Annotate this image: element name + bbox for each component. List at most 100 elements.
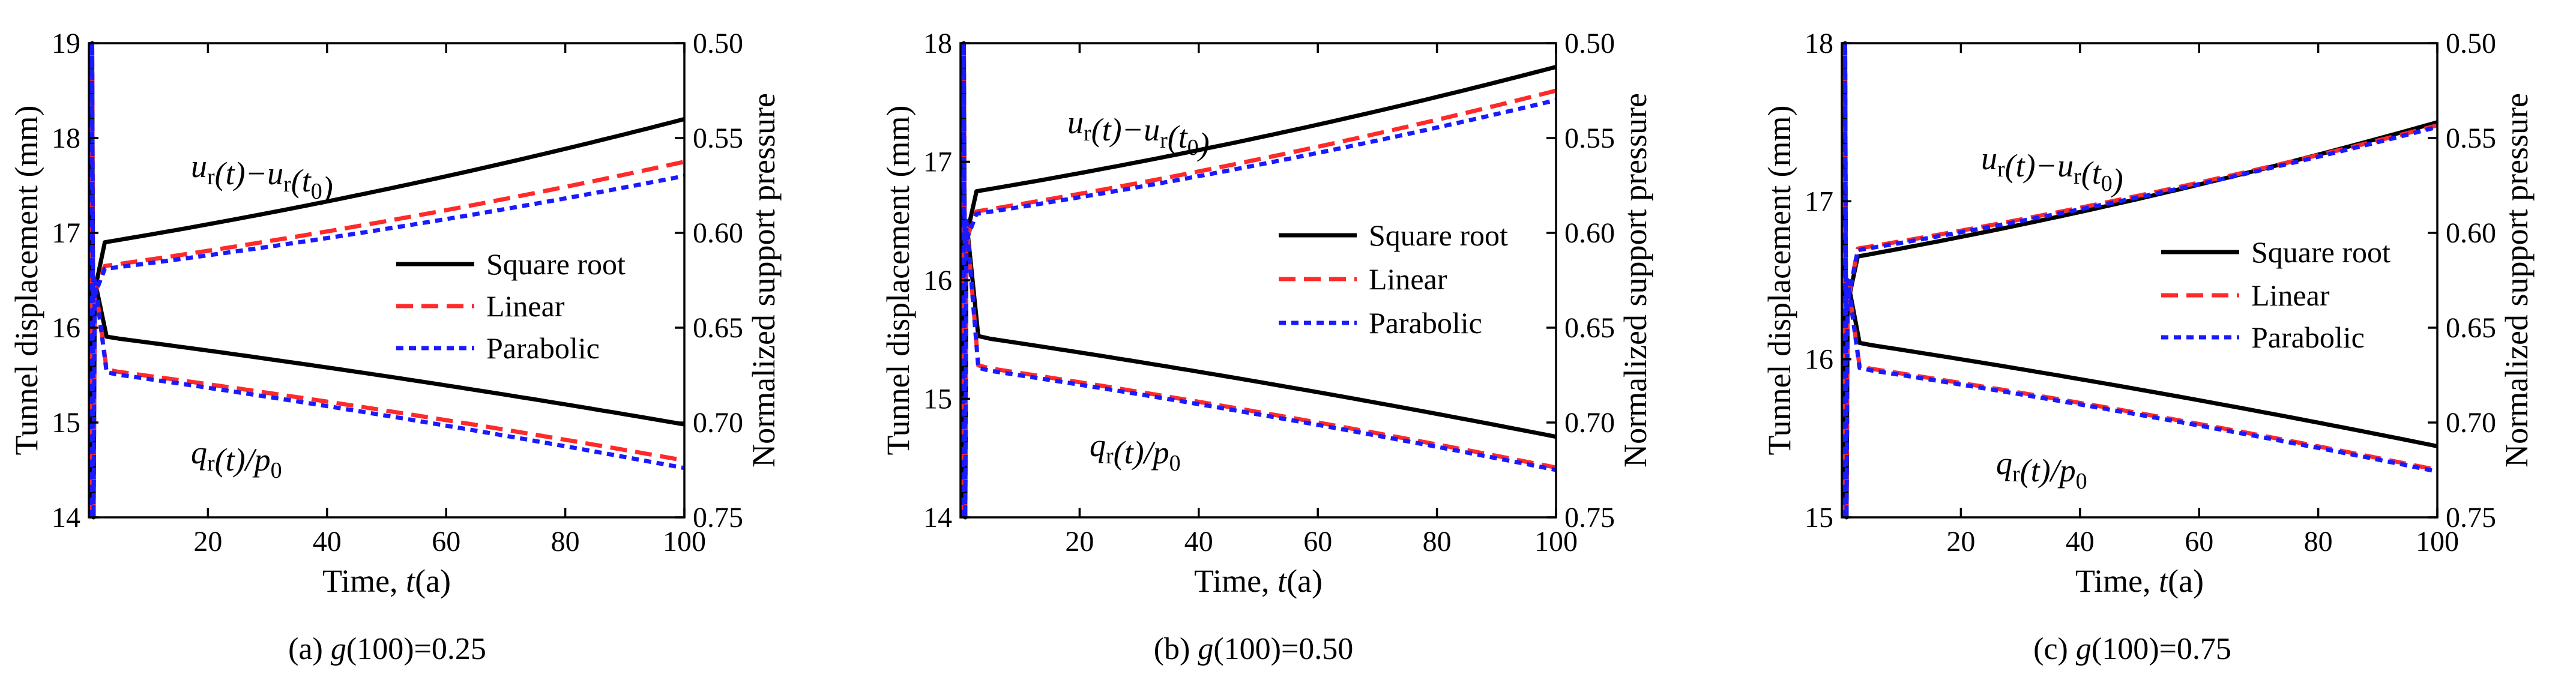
series-group <box>88 41 685 520</box>
y-left-tick-label: 15 <box>52 407 80 439</box>
y-right-tick-label: 0.70 <box>1564 407 1615 439</box>
x-tick-label: 100 <box>663 526 706 558</box>
series-line-square-root-pressure <box>1842 43 2438 520</box>
annotation-pressure: qr(t)/p0 <box>191 435 282 483</box>
y-right-tick-label: 0.75 <box>1564 502 1615 534</box>
x-tick-label: 80 <box>551 526 580 558</box>
x-axis-label: Time, t(a) <box>1194 563 1323 599</box>
series-line-linear-displacement <box>1841 41 2438 518</box>
series-line-square-root-displacement <box>88 41 685 518</box>
y-left-tick-label: 15 <box>1805 502 1833 534</box>
legend-label: Parabolic <box>486 331 600 365</box>
y-right-tick-label: 0.75 <box>2446 502 2496 534</box>
legend-label: Linear <box>1369 262 1447 296</box>
y-right-tick-label: 0.65 <box>2446 312 2496 344</box>
legend: Square root Linear Parabolic <box>2161 235 2390 354</box>
series-group <box>960 41 1557 520</box>
x-tick-label: 20 <box>1946 526 1975 558</box>
panel-caption: (b) g(100)=0.50 <box>1154 632 1354 666</box>
y-right-tick-label: 0.50 <box>1564 28 1615 59</box>
x-tick-label: 100 <box>1534 526 1578 558</box>
legend: Square root Linear Parabolic <box>1279 218 1508 340</box>
y-left-tick-label: 14 <box>52 502 80 534</box>
y-right-tick-label: 0.60 <box>2446 217 2496 249</box>
x-tick-label: 40 <box>1184 526 1213 558</box>
x-tick-label: 60 <box>2185 526 2213 558</box>
legend-label: Parabolic <box>2251 320 2365 354</box>
y-right-tick-label: 0.50 <box>2446 28 2496 59</box>
y-left-tick-label: 19 <box>52 28 80 59</box>
y-left-tick-label: 15 <box>923 384 952 415</box>
y-left-tick-label: 18 <box>1805 28 1833 59</box>
y-left-tick-label: 18 <box>52 122 80 154</box>
y-left-tick-label: 17 <box>1805 185 1833 217</box>
x-axis-label: Time, t(a) <box>2075 563 2204 599</box>
plot-frame <box>1841 42 2439 519</box>
series-group <box>1841 41 2438 520</box>
series-line-square-root-displacement <box>960 41 1557 518</box>
x-tick-label: 60 <box>432 526 460 558</box>
legend: Square root Linear Parabolic <box>396 247 626 365</box>
series-line-square-root-pressure <box>961 43 1557 520</box>
y-left-tick-label: 17 <box>52 217 80 249</box>
x-axis-label: Time, t(a) <box>322 563 451 599</box>
y-right-tick-label: 0.65 <box>693 312 743 344</box>
x-tick-label: 100 <box>2416 526 2459 558</box>
series-line-square-root-displacement <box>1841 41 2438 518</box>
series-line-linear-pressure <box>961 43 1557 520</box>
legend-label: Parabolic <box>1369 306 1482 340</box>
annotation-pressure: qr(t)/p0 <box>1090 427 1181 476</box>
y-right-tick-label: 0.70 <box>2446 407 2496 439</box>
y-right-tick-label: 0.50 <box>693 28 743 59</box>
y-right-tick-label: 0.60 <box>693 217 743 249</box>
x-tick-label: 20 <box>1065 526 1094 558</box>
y-right-tick-label: 0.55 <box>2446 122 2496 154</box>
panel-caption: (c) g(100)=0.75 <box>2033 632 2231 666</box>
series-line-linear-displacement <box>88 41 685 518</box>
y-right-tick-label: 0.60 <box>1564 217 1615 249</box>
y-left-tick-label: 18 <box>923 28 952 59</box>
annotation-displacement: ur(t)−ur(t0) <box>191 148 333 206</box>
y-right-tick-label: 0.70 <box>693 407 743 439</box>
series-line-linear-pressure <box>1842 43 2438 520</box>
chart-panel-3: 20 40 60 80 100 15 16 17 18 0.50 0.55 0.60 0.65 0.70 0… <box>1761 28 2535 666</box>
legend-label: Square root <box>486 247 626 281</box>
annotation-pressure: qr(t)/p0 <box>1996 445 2087 494</box>
y-left-tick-label: 16 <box>52 312 80 344</box>
series-line-parabolic-pressure <box>89 43 685 520</box>
y-right-tick-label: 0.55 <box>693 122 743 154</box>
annotation-displacement: ur(t)−ur(t0) <box>1981 140 2123 198</box>
y-left-axis-label: Tunnel displacement (mm) <box>1761 106 1797 456</box>
y-left-tick-label: 16 <box>1805 344 1833 376</box>
series-line-square-root-pressure <box>89 43 685 520</box>
y-left-axis-label: Tunnel displacement (mm) <box>880 106 916 456</box>
y-right-axis-label: Normalized support pressure <box>746 93 782 468</box>
plot-frame <box>88 42 686 519</box>
x-tick-label: 40 <box>2066 526 2095 558</box>
chart-panel-2: 20 40 60 80 100 14 15 16 17 18 0.50 0.55 0.60 0.65 0.7… <box>880 28 1653 666</box>
legend-label: Square root <box>2251 235 2390 269</box>
y-left-tick-label: 17 <box>923 146 952 178</box>
y-right-axis-label: Normalized support pressure <box>2499 93 2535 468</box>
y-left-tick-label: 16 <box>923 265 952 296</box>
y-right-axis-label: Normalized support pressure <box>1617 93 1653 468</box>
series-line-parabolic-displacement <box>88 41 685 518</box>
y-left-tick-label: 14 <box>923 502 952 534</box>
y-right-tick-label: 0.75 <box>693 502 743 534</box>
legend-label: Linear <box>2251 278 2330 312</box>
series-line-parabolic-pressure <box>1842 43 2438 520</box>
x-tick-label: 20 <box>193 526 222 558</box>
x-tick-label: 40 <box>313 526 342 558</box>
legend-label: Linear <box>486 289 565 323</box>
annotation-displacement: ur(t)−ur(t0) <box>1067 104 1210 162</box>
y-right-tick-label: 0.65 <box>1564 312 1615 344</box>
series-line-parabolic-displacement <box>960 41 1557 518</box>
series-line-parabolic-pressure <box>961 43 1557 520</box>
x-tick-label: 60 <box>1303 526 1332 558</box>
x-tick-label: 80 <box>1423 526 1452 558</box>
legend-label: Square root <box>1369 218 1508 252</box>
panel-caption: (a) g(100)=0.25 <box>288 632 486 666</box>
y-right-tick-label: 0.55 <box>1564 122 1615 154</box>
x-tick-label: 80 <box>2304 526 2333 558</box>
